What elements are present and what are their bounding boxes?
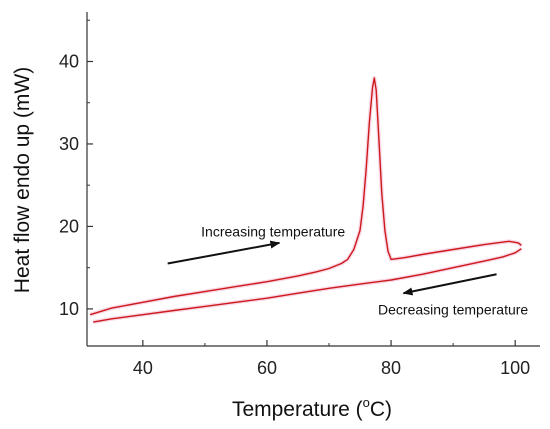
series-halo-0: [89, 76, 523, 317]
dsc-curve: [89, 76, 523, 325]
y-tick-label: 10: [59, 299, 79, 319]
annotation-decreasing-text: Decreasing temperature: [378, 302, 528, 318]
y-tick-label: 20: [59, 216, 79, 236]
annotation-decreasing: Decreasing temperature: [378, 273, 528, 318]
x-tick-label: 60: [257, 358, 277, 378]
cooling-curve: [93, 248, 522, 323]
x-ticks: 40 60 80 100: [133, 340, 530, 378]
x-tick-label: 80: [381, 358, 401, 378]
y-axis-title: Heat flow endo up (mW): [11, 67, 34, 293]
x-axis-title-unit: C): [370, 398, 392, 421]
annotation-increasing: Increasing temperature: [167, 223, 345, 265]
annotation-increasing-text: Increasing temperature: [201, 223, 345, 239]
x-tick-label: 40: [133, 358, 153, 378]
annotation-decreasing-arrow: [402, 273, 497, 296]
x-axis-title-main: Temperature (: [232, 398, 363, 421]
y-tick-label: 30: [59, 134, 79, 154]
heating-curve: [89, 77, 522, 316]
x-tick-label: 100: [500, 358, 530, 378]
annotation-increasing-arrow: [167, 240, 281, 265]
x-axis-title: Temperature (oC): [232, 395, 392, 421]
x-axis-title-degree: o: [363, 395, 370, 410]
y-ticks: 10 20 30 40: [59, 19, 93, 319]
y-tick-label: 40: [59, 51, 79, 71]
